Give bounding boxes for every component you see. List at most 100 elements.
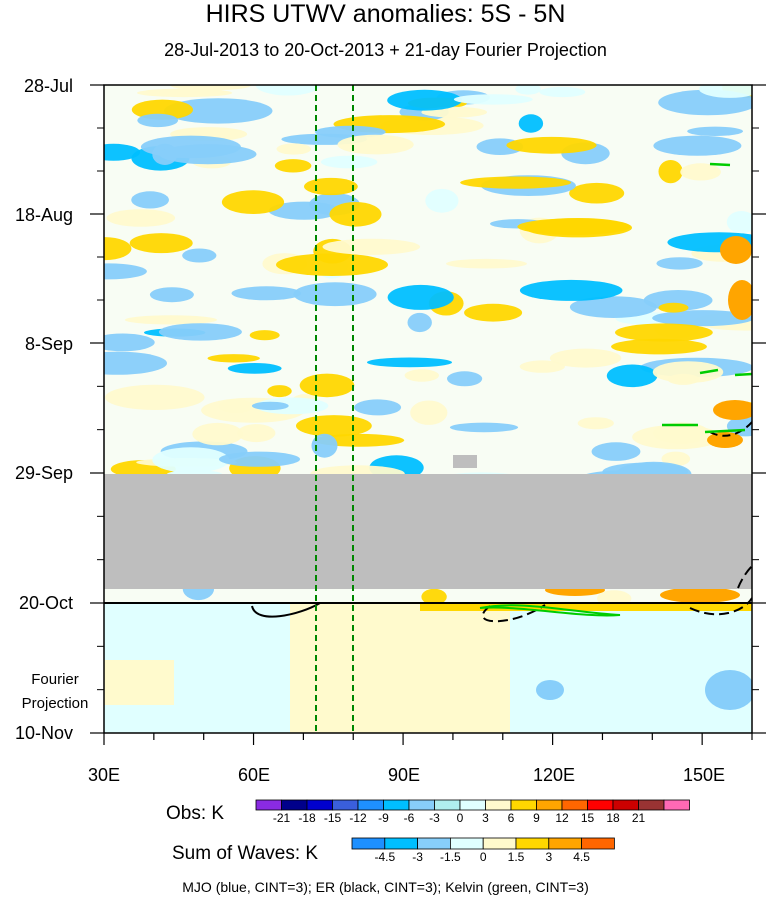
anomaly-patch	[658, 302, 689, 313]
anomaly-patch	[255, 397, 329, 415]
anomaly-patch	[299, 373, 355, 398]
obs-colorbar-swatch	[255, 799, 282, 811]
anomaly-patch	[255, 85, 321, 96]
anomaly-patch	[293, 282, 377, 307]
obs-colorbar-swatch	[383, 799, 410, 811]
anomaly-patch	[337, 134, 414, 155]
obs-colorbar-tick-label: 21	[631, 811, 646, 825]
anomaly-patch	[652, 310, 752, 327]
anomaly-patch	[219, 451, 300, 467]
anomaly-patch	[506, 136, 597, 154]
anomaly-patch	[720, 236, 752, 264]
obs-colorbar-swatch	[485, 799, 512, 811]
anomaly-patch	[163, 98, 273, 124]
anomaly-patch	[410, 400, 448, 425]
obs-colorbar-tick-label: -21	[272, 811, 291, 825]
kelvin-contour	[479, 604, 621, 617]
obs-colorbar-swatch	[536, 799, 563, 811]
obs-colorbar-tick-label: -9	[378, 811, 389, 825]
projection-patch	[536, 680, 564, 700]
obs-colorbar-tick-label: -12	[349, 811, 367, 825]
anomaly-patch	[653, 135, 742, 156]
anomaly-patch	[192, 422, 243, 446]
anomaly-patch	[104, 263, 147, 280]
anomaly-patch	[656, 257, 703, 270]
y-tick-label: 29-Sep	[14, 463, 73, 483]
anomaly-patch	[539, 86, 586, 98]
anomaly-patch	[276, 253, 388, 276]
anomaly-patch	[591, 442, 641, 461]
anomaly-patch	[387, 284, 454, 310]
waves-colorbar-tick-label: 3	[545, 850, 553, 864]
projection-patch	[705, 670, 752, 710]
obs-colorbar-tick-label: 0	[456, 811, 464, 825]
waves-colorbar-swatch	[482, 837, 517, 850]
projection-patch	[420, 603, 752, 611]
obs-colorbar-tick-label: 18	[606, 811, 620, 825]
projection-patch	[104, 660, 174, 705]
anomaly-patch	[129, 233, 193, 254]
anomaly-patch	[615, 323, 713, 342]
obs-colorbar-swatch	[663, 799, 690, 811]
anomaly-patch	[296, 415, 372, 437]
anomaly-patch	[577, 417, 614, 430]
anomaly-patch	[661, 451, 691, 467]
y-tick-label: 10-Nov	[14, 723, 73, 743]
waves-colorbar-tick-label: 4.5	[573, 850, 590, 864]
chart-title: HIRS UTWV anomalies: 5S - 5N	[205, 0, 566, 28]
y-tick-label: 28-Jul	[23, 76, 73, 96]
anomaly-patch	[320, 155, 378, 169]
obs-colorbar-tick-label: -15	[323, 811, 342, 825]
anomaly-patch	[207, 354, 260, 363]
anomaly-patch	[322, 238, 421, 255]
waves-colorbar-tick-label: -1.5	[440, 850, 461, 864]
anomaly-patch	[606, 364, 658, 388]
projection-label-line2: Projection	[21, 695, 89, 712]
anomaly-patch	[446, 258, 527, 269]
anomaly-patch	[518, 114, 544, 133]
obs-colorbar-swatch	[638, 799, 665, 811]
anomaly-patch	[267, 385, 292, 398]
waves-colorbar-title: Sum of Waves: K	[172, 843, 319, 864]
kelvin-contour	[662, 162, 752, 434]
missing-data-patch	[453, 455, 477, 468]
obs-colorbar-swatch	[587, 799, 614, 811]
anomaly-patch	[221, 190, 285, 215]
obs-colorbar-swatch	[332, 799, 359, 811]
anomaly-patch	[453, 94, 533, 105]
anomaly-patch	[460, 176, 571, 189]
anomaly-patch	[249, 330, 280, 341]
anomaly-patch	[124, 315, 217, 325]
obs-colorbar-tick-label: 6	[507, 811, 515, 825]
waves-colorbar-tick-label: 0	[479, 850, 487, 864]
waves-colorbar-swatch	[351, 837, 386, 850]
anomaly-patch	[569, 182, 625, 204]
waves-colorbar-swatch	[515, 837, 550, 850]
waves-colorbar-swatch	[548, 837, 582, 850]
er-contour	[709, 421, 752, 437]
anomaly-patch	[304, 177, 358, 196]
anomaly-patch	[713, 400, 752, 420]
x-tick-label: 120E	[532, 765, 576, 785]
anomaly-patch	[549, 348, 622, 368]
anomaly-patch	[104, 351, 167, 375]
y-tick-label: 18-Aug	[14, 205, 73, 225]
anomaly-patch	[159, 144, 257, 165]
obs-colorbar-swatch	[357, 799, 384, 811]
anomaly-patch	[137, 88, 233, 98]
waves-colorbar-swatch	[449, 837, 484, 850]
anomaly-patch	[517, 218, 631, 235]
anomaly-patch	[519, 279, 623, 301]
anomaly-patch	[515, 85, 541, 95]
anomaly-patch	[632, 424, 722, 450]
anomaly-patch	[728, 280, 752, 320]
anomaly-patch	[227, 363, 282, 374]
chart-subtitle: 28-Jul-2013 to 20-Oct-2013 + 21-day Four…	[164, 40, 607, 60]
x-tick-label: 60E	[237, 765, 271, 785]
x-tick-label: 90E	[387, 765, 421, 785]
anomaly-patch	[152, 447, 230, 473]
waves-colorbar-swatch	[581, 837, 615, 850]
obs-colorbar-title: Obs: K	[166, 803, 225, 824]
plot-frame	[103, 84, 753, 734]
